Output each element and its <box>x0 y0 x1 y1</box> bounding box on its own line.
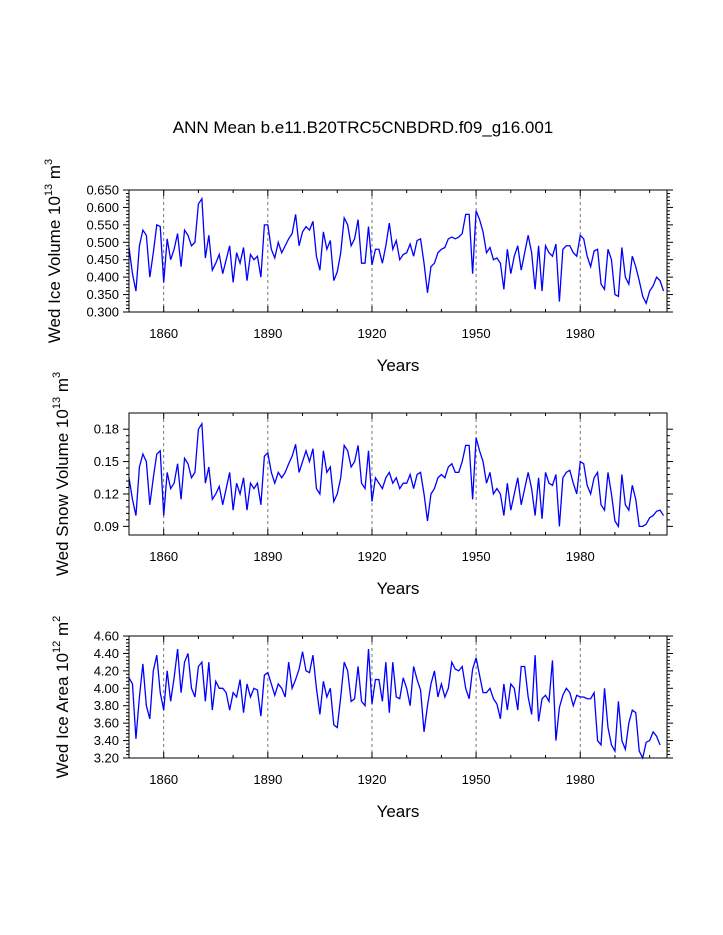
y-tick-label: 0.550 <box>86 217 119 232</box>
y-tick-label: 4.60 <box>94 629 119 644</box>
x-tick-label: 1860 <box>149 326 178 341</box>
y-tick-label: 0.600 <box>86 200 119 215</box>
x-tick-label: 1920 <box>358 772 387 787</box>
y-tick-label: 3.60 <box>94 716 119 731</box>
series-line-snow-volume <box>128 421 665 529</box>
x-tick-label: 1920 <box>358 326 387 341</box>
x-tick-label: 1920 <box>358 549 387 564</box>
x-tick-label: 1980 <box>566 326 595 341</box>
y-tick-label: 3.20 <box>94 751 119 766</box>
y-tick-label: 0.300 <box>86 305 119 320</box>
y-tick-label: 0.09 <box>94 519 119 534</box>
series-line-ice-volume <box>128 196 665 306</box>
plot-frame <box>128 635 668 759</box>
chart-title: ANN Mean b.e11.B20TRC5CNBDRD.f09_g16.001 <box>173 118 554 137</box>
y-tick-label: 0.450 <box>86 252 119 267</box>
y-tick-label: 0.15 <box>94 454 119 469</box>
y-tick-label: 0.500 <box>86 235 119 250</box>
y-tick-label: 0.18 <box>94 422 119 437</box>
y-tick-label: 4.20 <box>94 663 119 678</box>
plot-frame <box>128 189 668 313</box>
y-axis-label: Wed Ice Volume 1013 m3 <box>43 159 64 343</box>
y-axis-label: Wed Ice Area 1012 m2 <box>51 616 72 779</box>
panel-ice-volume: 1860 1890 1920 1950 1980 0.300 0.350 0.400 0.450… <box>43 159 673 375</box>
y-tick-label: 4.40 <box>94 646 119 661</box>
x-axis-label: Years <box>377 802 420 821</box>
x-tick-label: 1980 <box>566 549 595 564</box>
y-tick-label: 3.80 <box>94 698 119 713</box>
x-tick-label: 1860 <box>149 772 178 787</box>
panel-snow-volume: 1860 1890 1920 1950 1980 0.09 0.12 0.15 0.18 Year… <box>51 372 673 598</box>
y-axis-label: Wed Snow Volume 1013 m3 <box>51 372 72 576</box>
y-tick-label: 0.400 <box>86 270 119 285</box>
x-axis-label: Years <box>377 356 420 375</box>
y-tick-label: 0.12 <box>94 486 119 501</box>
x-axis-label: Years <box>377 579 420 598</box>
y-tick-label: 4.00 <box>94 681 119 696</box>
x-tick-label: 1890 <box>253 549 282 564</box>
series-line-ice-area <box>128 648 661 760</box>
y-tick-label: 3.40 <box>94 733 119 748</box>
x-tick-label: 1950 <box>462 326 491 341</box>
y-tick-label: 0.650 <box>86 183 119 198</box>
y-tick-label: 0.350 <box>86 287 119 302</box>
x-tick-label: 1890 <box>253 772 282 787</box>
x-tick-label: 1950 <box>462 772 491 787</box>
x-tick-label: 1890 <box>253 326 282 341</box>
x-tick-label: 1950 <box>462 549 491 564</box>
panel-ice-area: 1860 1890 1920 1950 1980 3.20 3.40 3.60 3.80 4.00… <box>51 616 673 821</box>
plot-frame <box>128 412 668 536</box>
x-tick-label: 1860 <box>149 549 178 564</box>
x-tick-label: 1980 <box>566 772 595 787</box>
